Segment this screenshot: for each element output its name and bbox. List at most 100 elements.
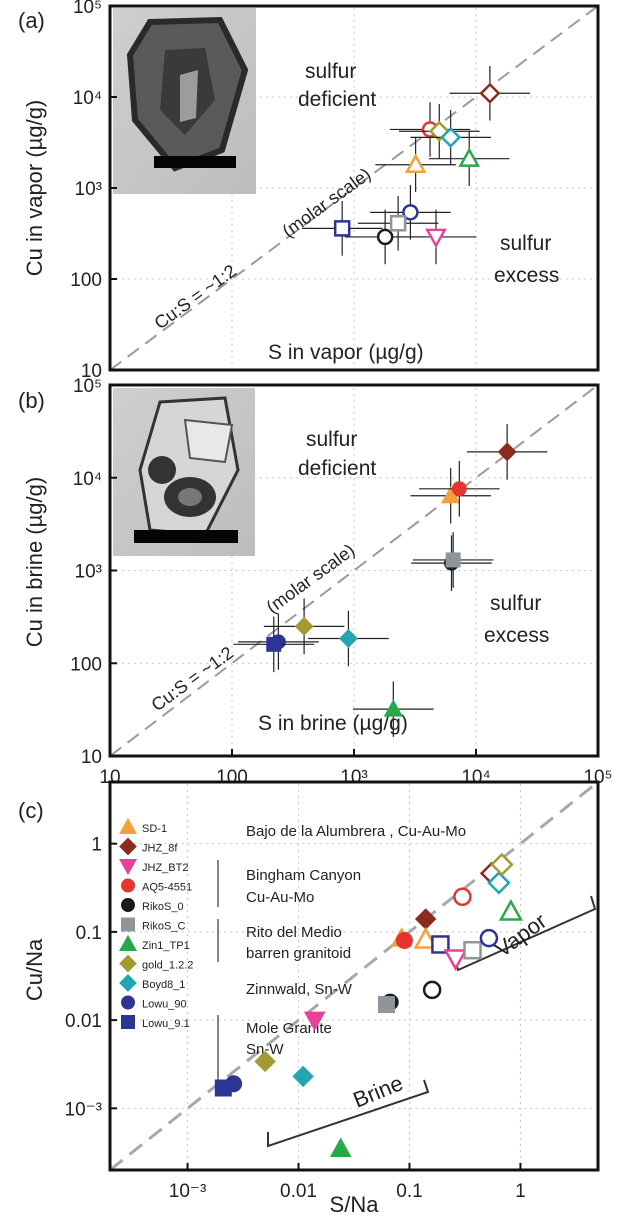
point-Lowu_9.1	[266, 636, 282, 652]
y-tick-label: 10⁵	[73, 0, 102, 18]
scale-bar-b	[134, 530, 238, 543]
y-tick-label: 10³	[75, 562, 102, 583]
legend-group-label: barren granitoid	[246, 945, 351, 962]
points-c	[214, 852, 524, 1158]
point-Boyd8_1	[487, 871, 511, 895]
legend-group-label: Rito del Medio	[246, 924, 342, 941]
point-Lowu_9.1	[431, 935, 450, 954]
vapor-inclusion-photo	[113, 8, 256, 194]
legend-group-label: Zinnwald, Sn-W	[246, 981, 353, 998]
y-tick-label: 100	[70, 270, 102, 291]
x-axis-label-c: S/Na	[330, 1192, 380, 1217]
y-tick-label: 10	[81, 747, 102, 768]
point-RikoS_0	[376, 228, 394, 246]
y-ticks-b: 10 100 10³ 10⁴ 10⁵	[70, 376, 117, 768]
ratio-label-a: Cu:S = ~1:2	[151, 261, 240, 334]
point-RikoS_C	[463, 940, 482, 960]
annotation-deficient-a: deficient	[298, 88, 376, 111]
point-Boyd8_1	[338, 629, 358, 648]
point-gold_1.2.2	[490, 852, 514, 877]
brine-label: Brine	[350, 1070, 407, 1112]
point-RikoS_C	[377, 996, 395, 1014]
point-Boyd8_1	[440, 126, 462, 148]
y-tick-label: 100	[70, 654, 102, 675]
point-Boyd8_1	[292, 1065, 314, 1088]
legend-label: Boyd8_1	[142, 979, 185, 991]
point-SD-1	[404, 153, 427, 174]
annotation-deficient-b: deficient	[298, 457, 376, 480]
panel-label-a: (a)	[18, 8, 45, 33]
y-axis-label-c: Cu/Na	[22, 938, 47, 1001]
point-JHZ_BT2	[443, 949, 468, 972]
panel-c: (c) SD-1 JHZ_8f JHZ_BT2 AQ5-4551 RikoS_0 Riko…	[18, 780, 600, 1217]
x-tick-label: 0.01	[280, 1181, 317, 1202]
annotation-sulfur-a: sulfur	[305, 60, 356, 83]
panel-a: (a) sulfur deficient sulfur excess Cu:S …	[18, 0, 600, 382]
y-tick-label: 0.1	[76, 923, 102, 944]
x-tick-label: 10⁴	[461, 767, 490, 788]
legend-group-label: Bajo de la Alumbrera , Cu-Au-Mo	[246, 823, 466, 840]
panel-b: (b) sulfur deficient sulfur excess Cu:S …	[18, 376, 613, 788]
legend-marker-Lowu_90	[121, 995, 135, 1010]
legend-marker-Zin1_TP1	[119, 934, 137, 951]
y-tick-label: 10	[81, 361, 102, 382]
point-SD-1	[413, 926, 438, 949]
annotation-excess-a: excess	[494, 264, 559, 287]
legend-marker-RikoS_C	[121, 917, 135, 932]
legend-label: SD-1	[142, 823, 167, 835]
frame-a	[108, 4, 600, 372]
legend-label: AQ5-4551	[142, 882, 192, 894]
y-tick-label: 10³	[75, 179, 102, 200]
molar-label-a: (molar scale)	[279, 164, 375, 241]
y-tick-label: 10⁴	[73, 88, 102, 109]
panel-label-c: (c)	[18, 798, 44, 823]
legend-label: gold_1.2.2	[142, 960, 193, 972]
legend-label: Zin1_TP1	[142, 940, 190, 952]
x-tick-label: 10³	[340, 767, 367, 788]
legend-group-label: Sn-W	[246, 1041, 284, 1058]
points-a	[301, 65, 531, 265]
point-gold_1.2.2	[254, 1050, 276, 1073]
point-Zin1_TP1	[383, 699, 403, 717]
point-gold_1.2.2	[294, 616, 314, 636]
legend-marker-AQ5-4551	[121, 878, 135, 893]
x-label-a: S in vapor (µg/g)	[268, 341, 424, 364]
annotation-excess-b: excess	[484, 624, 549, 647]
y-tick-label: 10⁵	[73, 376, 102, 397]
x-tick-label: 10⁻³	[169, 1181, 207, 1202]
points-b	[233, 424, 548, 737]
legend-label: RikoS_0	[142, 901, 184, 913]
point-Zin1_TP1	[329, 1137, 352, 1158]
point-Zin1_TP1	[498, 898, 524, 921]
legend-marker-SD-1	[119, 817, 137, 834]
brine-inclusion-photo	[113, 388, 255, 556]
y-tick-label: 0.01	[65, 1011, 102, 1032]
legend-group-label: Mole Granite	[246, 1020, 332, 1037]
legend-group-label: Bingham Canyon	[246, 867, 361, 884]
y-tick-label: 1	[91, 835, 102, 856]
legend-label: Lowu_90	[142, 999, 187, 1011]
legend-label: RikoS_C	[142, 921, 185, 933]
legend-marker-Lowu_9.1	[121, 1015, 135, 1029]
legend-label: Lowu_9.1	[142, 1018, 190, 1030]
point-JHZ_BT2	[303, 1011, 326, 1032]
point-JHZ_8f	[479, 82, 501, 104]
y-axis-label-b: Cu in brine (µg/g)	[22, 477, 47, 647]
ratio-line-c	[109, 780, 599, 1172]
scale-bar-a	[154, 156, 236, 168]
x-tick-label: 1	[515, 1181, 526, 1202]
legend-marker-RikoS_0	[121, 898, 135, 912]
point-RikoS_0	[422, 980, 442, 1000]
y-tick-label: 10⁴	[73, 469, 102, 490]
annotation-sulfur-excess-a: sulfur	[500, 232, 551, 255]
ratio-line-b	[109, 384, 599, 757]
point-RikoS_C	[445, 552, 461, 568]
x-label-b: S in brine (µg/g)	[258, 712, 408, 735]
point-Lowu_90	[479, 928, 499, 948]
panel-label-b: (b)	[18, 388, 45, 413]
legend-group-label: Cu-Au-Mo	[246, 889, 314, 906]
legend-marker-gold_1.2.2	[119, 954, 137, 973]
legend-label: JHZ_BT2	[142, 862, 188, 874]
point-JHZ_8f	[497, 442, 517, 462]
